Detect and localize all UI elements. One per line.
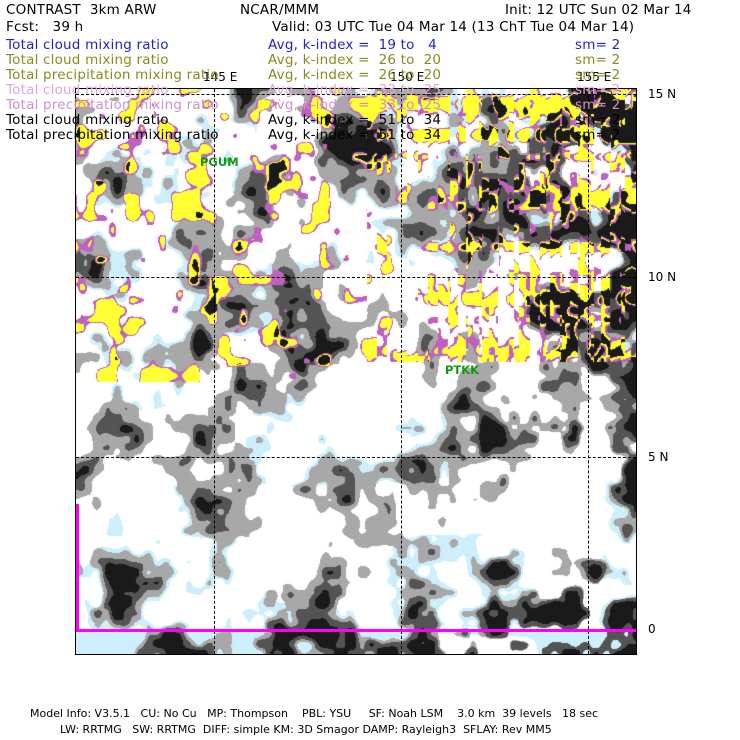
center-name: NCAR/MMM xyxy=(240,2,320,18)
field-avg-2: Avg, k-index = 26 to 20 xyxy=(268,67,442,83)
field-label-4: Total precipitation mixing ratio xyxy=(6,97,219,113)
field-label-5: Total cloud mixing ratio xyxy=(6,112,169,128)
field-label-6: Total precipitation mixing ratio xyxy=(6,127,219,143)
field-avg-6: Avg, k-index = 51 to 34 xyxy=(268,127,442,143)
gridline-lon-155e xyxy=(588,89,589,654)
cloud-precip-field-raster xyxy=(76,89,636,654)
gridline-lat-5n xyxy=(76,457,636,458)
model-info-line-2: LW: RRTMG SW: RRTMG DIFF: simple KM: 3D … xyxy=(60,723,552,736)
domain-box-bottom-edge xyxy=(76,629,636,632)
station-label-ptkk: PTKK xyxy=(445,363,480,377)
domain-box-left-edge xyxy=(76,504,79,631)
field-sm-6: sm= 2 xyxy=(575,127,621,143)
model-title: CONTRAST 3km ARW xyxy=(6,2,157,18)
gridline-lon-145e xyxy=(214,89,215,654)
field-avg-0: Avg, k-index = 19 to 4 xyxy=(268,37,437,53)
footer-block: Model Info: V3.5.1 CU: No Cu MP: Thompso… xyxy=(0,700,740,740)
field-avg-3: Avg, k-index = 33 to 25 xyxy=(268,82,442,98)
field-label-0: Total cloud mixing ratio xyxy=(6,37,169,53)
gridline-lon-150e xyxy=(401,89,402,654)
lat-label-10n: 10 N xyxy=(648,270,677,284)
forecast-map[interactable]: PGUM PTKK xyxy=(75,88,637,655)
header-block: CONTRAST 3km ARW NCAR/MMM Init: 12 UTC S… xyxy=(0,0,740,143)
forecast-hour: Fcst: 39 h xyxy=(6,19,84,35)
lat-label-15n: 15 N xyxy=(648,87,677,101)
field-sm-0: sm= 2 xyxy=(575,37,621,53)
field-sm-3: sm= 2 xyxy=(575,82,621,98)
gridline-lat-10n xyxy=(76,277,636,278)
lon-label-145e: 145 E xyxy=(203,70,238,84)
field-sm-2: sm= 2 xyxy=(575,67,621,83)
valid-time: Valid: 03 UTC Tue 04 Mar 14 (13 ChT Tue … xyxy=(272,19,635,35)
field-sm-5: sm= 2 xyxy=(575,112,621,128)
station-label-pgum: PGUM xyxy=(200,155,239,169)
lat-label-5n: 5 N xyxy=(648,450,669,464)
lat-label-0: 0 xyxy=(648,622,656,636)
field-sm-4: sm= 2 xyxy=(575,97,621,113)
field-avg-5: Avg, k-index = 51 to 34 xyxy=(268,112,442,128)
field-sm-1: sm= 2 xyxy=(575,52,621,68)
field-avg-4: Avg, k-index = 33 to 25 xyxy=(268,97,442,113)
lon-label-155e: 155 E xyxy=(577,70,612,84)
field-label-2: Total precipitation mixing ratio xyxy=(6,67,219,83)
field-label-3: Total cloud mixing ratio xyxy=(6,82,169,98)
init-time: Init: 12 UTC Sun 02 Mar 14 xyxy=(505,2,692,18)
gridline-lat-15n xyxy=(76,94,636,95)
model-info-line-1: Model Info: V3.5.1 CU: No Cu MP: Thompso… xyxy=(30,707,599,720)
lon-label-150e: 150 E xyxy=(390,70,425,84)
field-avg-1: Avg, k-index = 26 to 20 xyxy=(268,52,442,68)
field-label-1: Total cloud mixing ratio xyxy=(6,52,169,68)
